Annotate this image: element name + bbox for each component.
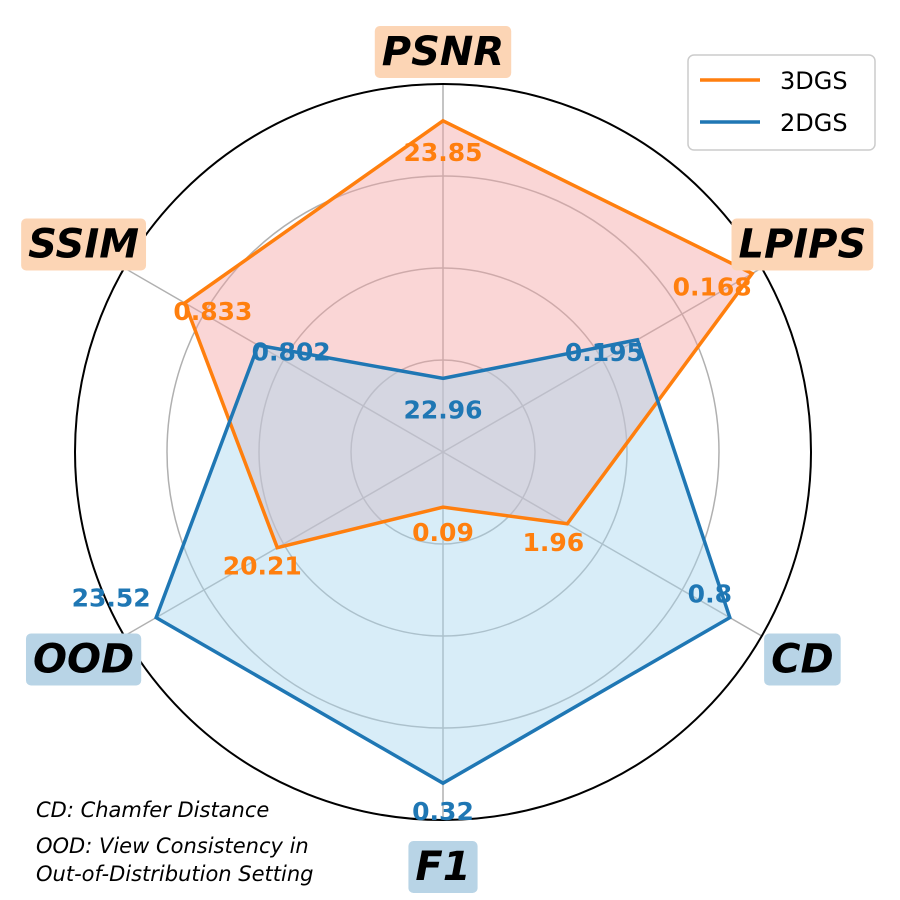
- value-label-2dgs-ood: 23.52: [72, 584, 151, 613]
- value-label-2dgs-lpips: 0.195: [565, 338, 644, 367]
- axis-label-bg-cd: [764, 633, 841, 686]
- series-layer: [154, 118, 755, 786]
- value-label-3dgs-ssim: 0.833: [173, 297, 252, 326]
- axis-label-bg-f1: [408, 841, 478, 893]
- spoke-cd: [442, 451, 763, 637]
- series-line-3dgs: [182, 118, 755, 550]
- axis-label-text-ood: OOD: [33, 637, 134, 683]
- axis-label-bg-ood: [25, 633, 142, 686]
- series-fill-3dgs: [184, 120, 753, 548]
- axis-label-text-psnr: PSNR: [382, 29, 504, 75]
- legend-label-3dgs: 3DGS: [780, 67, 848, 95]
- axis-label-bg-psnr: [374, 26, 512, 78]
- axis-labels: PSNR LPIPS CD F1 OOD SSIM: [21, 26, 874, 893]
- axis-label-psnr: PSNR: [374, 26, 512, 78]
- axis-label-text-ssim: SSIM: [28, 222, 139, 268]
- value-label-3dgs-psnr: 23.85: [403, 138, 482, 167]
- spoke-ood: [123, 451, 444, 637]
- series-line-2dgs: [154, 337, 732, 786]
- axis-label-f1: F1: [408, 841, 478, 893]
- value-label-3dgs-cd: 1.96: [522, 528, 584, 557]
- note-ood-line2: Out-of-Distribution Setting: [36, 862, 313, 886]
- value-label-3dgs-f1: 0.09: [412, 518, 474, 547]
- value-label-2dgs-f1: 0.32: [412, 797, 474, 826]
- value-label-2dgs-psnr: 22.96: [403, 395, 482, 424]
- axis-label-text-cd: CD: [771, 637, 834, 683]
- value-label-2dgs-ssim: 0.802: [252, 337, 331, 366]
- axis-label-lpips: LPIPS: [731, 218, 874, 271]
- axis-label-text-f1: F1: [415, 844, 470, 890]
- value-label-3dgs-lpips: 0.168: [673, 273, 752, 302]
- outer-ring: [74, 83, 812, 821]
- note-cd: CD: Chamfer Distance: [36, 798, 269, 822]
- axis-label-bg-lpips: [731, 218, 874, 271]
- spoke-ssim: [123, 267, 444, 453]
- note-ood-line1: OOD: View Consistency in: [36, 834, 309, 858]
- spoke-lpips: [442, 267, 763, 453]
- axis-label-text-lpips: LPIPS: [738, 222, 866, 268]
- axis-label-bg-ssim: [21, 218, 147, 271]
- axis-label-ood: OOD: [25, 633, 142, 686]
- legend: 3DGS 2DGS: [687, 54, 876, 151]
- value-label-2dgs-cd: 0.8: [688, 580, 732, 609]
- axis-label-cd: CD: [764, 633, 841, 686]
- notes: CD: Chamfer Distance OOD: View Consisten…: [36, 798, 313, 886]
- value-labels: 23.85 0.168 1.96 0.09 20.21 0.833 22.96 0.195 0.…: [72, 138, 752, 826]
- radar-grid: [74, 83, 812, 821]
- axis-label-ssim: SSIM: [21, 218, 147, 271]
- legend-label-2dgs: 2DGS: [780, 109, 848, 137]
- value-label-3dgs-ood: 20.21: [223, 552, 302, 581]
- series-fill-2dgs: [156, 339, 730, 784]
